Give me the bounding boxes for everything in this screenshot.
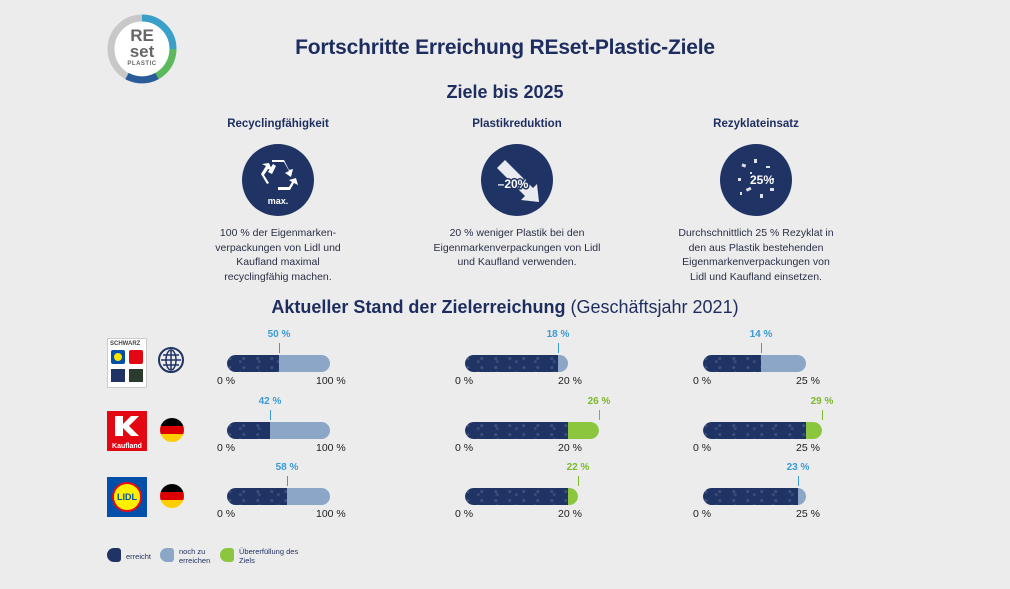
progress-bar [465,422,599,439]
logo-line-plastic: PLASTIC [127,61,157,67]
axis-min-label: 0 % [217,375,236,387]
legend-label-achieved: erreicht [126,552,152,561]
goal-heading: Rezyklateinsatz [713,118,799,130]
germany-flag-icon [160,484,184,508]
goal-recycling: Recyclingfähigkeit max. 100 % der Eigenm… [178,118,378,284]
axis-max-label: 25 % [796,442,820,454]
svg-text:–20%: –20% [498,177,529,191]
progress-bar [227,422,330,439]
logo-line-set: set [129,42,155,61]
progress-fill-achieved [703,488,798,505]
axis-max-label: 20 % [558,442,582,454]
progress-bar [465,355,568,372]
arrow-down-icon: –20% [481,144,553,216]
axis-min-label: 0 % [455,375,474,387]
legend-label-remaining: noch zu erreichen [179,547,211,565]
progress-value-label: 42 % [258,396,282,407]
progress-fill-overachieved [806,422,822,439]
progress-fill-achieved [227,422,270,439]
page-title: Fortschritte Erreichung REset-Plastic-Zi… [295,36,715,59]
progress-value-label: 29 % [810,396,834,407]
status-heading-rest: (Geschäftsjahr 2021) [565,297,739,317]
progress-value-tick [279,343,280,353]
progress-bar [703,355,806,372]
goal-recyclate: Rezyklateinsatz 25% Durchschnittlich 25 … [656,118,856,284]
progress-value-tick [578,476,579,486]
axis-max-label: 100 % [316,375,346,387]
recyclate-flakes-icon: 25% [720,144,792,216]
axis-min-label: 0 % [455,508,474,520]
progress-bar [703,422,822,439]
axis-max-label: 25 % [796,375,820,387]
axis-min-label: 0 % [693,508,712,520]
svg-text:max.: max. [268,196,289,206]
goal-text: Durchschnittlich 25 % Rezyklat in den au… [678,227,834,283]
axis-max-label: 20 % [558,375,582,387]
axis-max-label: 25 % [796,508,820,520]
progress-value-tick [599,410,600,420]
progress-value-label: 58 % [275,462,299,473]
progress-bar [227,488,330,505]
progress-value-label: 18 % [546,329,570,340]
progress-value-label: 22 % [566,462,590,473]
goal-text: 100 % der Eigenmarken-verpackungen von L… [215,227,341,283]
globe-icon [158,347,184,373]
recycle-icon: max. [242,144,314,216]
reset-plastic-logo: RE set PLASTIC [107,14,177,84]
legend: erreicht noch zu erreichen Übererfüllung… [107,546,367,576]
progress-fill-overachieved [568,488,578,505]
legend-swatch-remaining [160,548,174,562]
progress-fill-overachieved [568,422,599,439]
axis-min-label: 0 % [217,508,236,520]
progress-value-tick [761,343,762,353]
progress-value-tick [798,476,799,486]
axis-min-label: 0 % [693,442,712,454]
schwarz-logo: SCHWARZ [107,338,147,388]
progress-bar [703,488,806,505]
axis-min-label: 0 % [693,375,712,387]
status-heading-bold: Aktueller Stand der Zielerreichung [271,297,566,317]
legend-swatch-achieved [107,548,121,562]
status-heading: Aktueller Stand der Zielerreichung (Gesc… [0,297,1010,318]
progress-value-label: 26 % [587,396,611,407]
svg-text:25%: 25% [750,173,774,187]
progress-fill-achieved [465,488,568,505]
goal-heading: Plastikreduktion [472,118,562,130]
progress-value-tick [287,476,288,486]
goal-text: 20 % weniger Plastik bei den Eigenmarken… [433,227,601,268]
legend-swatch-overachieved [220,548,234,562]
axis-min-label: 0 % [217,442,236,454]
progress-value-tick [270,410,271,420]
page-subtitle: Ziele bis 2025 [446,82,564,102]
legend-label-overachieved: Übererfüllung des Ziels [239,547,299,565]
lidl-logo: LIDL [107,477,147,517]
goal-heading: Recyclingfähigkeit [227,118,329,130]
axis-max-label: 100 % [316,442,346,454]
progress-value-label: 23 % [786,462,810,473]
progress-value-label: 50 % [267,329,291,340]
progress-fill-achieved [703,422,806,439]
progress-fill-achieved [465,422,568,439]
axis-max-label: 20 % [558,508,582,520]
germany-flag-icon [160,418,184,442]
goal-reduction: Plastikreduktion –20% 20 % weniger Plast… [417,118,617,270]
progress-fill-achieved [703,355,761,372]
axis-max-label: 100 % [316,508,346,520]
progress-bar [465,488,578,505]
kaufland-logo: Kaufland [107,411,147,451]
progress-value-tick [822,410,823,420]
axis-min-label: 0 % [455,442,474,454]
progress-fill-achieved [227,488,287,505]
progress-value-tick [558,343,559,353]
progress-fill-achieved [227,355,279,372]
progress-bar [227,355,330,372]
progress-fill-achieved [465,355,558,372]
logo-line-re: RE [130,26,154,45]
progress-value-label: 14 % [749,329,773,340]
